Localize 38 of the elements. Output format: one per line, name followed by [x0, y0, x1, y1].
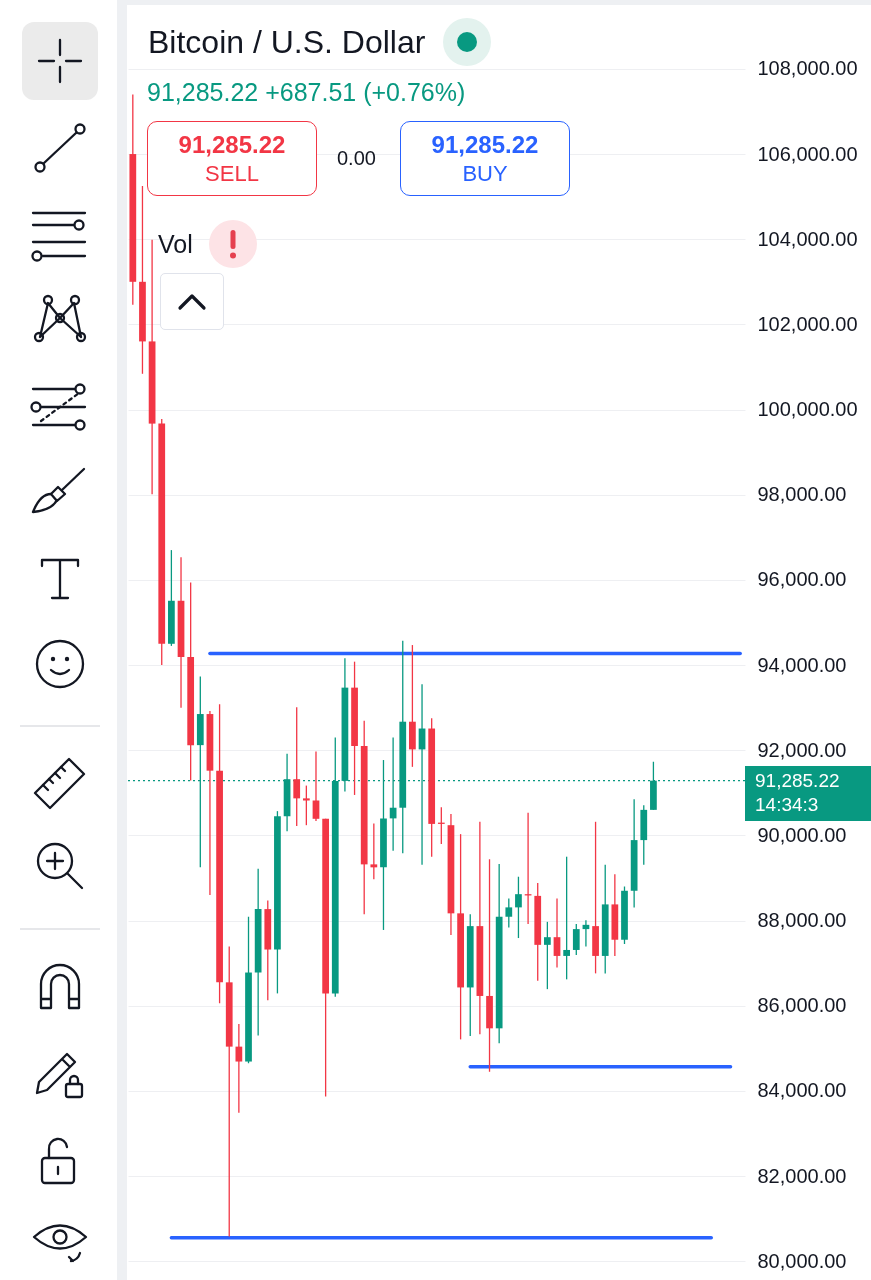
text: 91,285.22 +687.51 (+0.76%) — [147, 77, 466, 108]
candlestick — [515, 876, 522, 939]
y-tick-label: 82,000.00 — [757, 1164, 847, 1187]
annotation: SELL — [205, 159, 259, 188]
sell-button: 91,285.22 SELL — [147, 121, 317, 196]
y-tick-label: 104,000.00 — [757, 227, 858, 250]
candlestick — [312, 750, 320, 822]
y-tick-label: 102,000.00 — [757, 312, 858, 335]
candlestick — [563, 856, 571, 980]
y-tick-label: 86,000.00 — [757, 994, 847, 1017]
candlestick — [505, 897, 513, 929]
y-tick-label: 90,000.00 — [757, 823, 847, 846]
candlestick — [553, 897, 561, 969]
candlestick — [370, 822, 378, 880]
y-tick-label: 100,000.00 — [757, 398, 858, 421]
y-tick-label: 108,000.00 — [757, 57, 858, 80]
ref-line-label: 91,285.22 — [755, 768, 841, 793]
y-tick-label: 106,000.00 — [757, 142, 858, 165]
candlestick — [293, 706, 301, 827]
buy-button: 91,285.22 BUY — [400, 121, 570, 196]
price-tag: 91,285.22 14:34:3 — [745, 765, 871, 821]
y-tick-label: 88,000.00 — [757, 909, 847, 932]
annotation: Vol — [158, 229, 193, 260]
candlestick — [543, 921, 551, 990]
y-tick-label: 98,000.00 — [757, 483, 847, 506]
annotation: 91,285.22 — [431, 129, 539, 160]
y-tick-label: 92,000.00 — [757, 738, 847, 761]
y-tick-label: 84,000.00 — [757, 1079, 847, 1102]
y-tick-label: 94,000.00 — [757, 653, 847, 676]
annotation: BUY — [462, 159, 508, 188]
annotation: 91,285.22 — [178, 129, 286, 160]
y-tick-label: 96,000.00 — [757, 568, 847, 591]
text: Bitcoin / U.S. Dollar — [148, 23, 426, 62]
candlestick — [572, 923, 580, 956]
candlestick — [302, 784, 310, 826]
y-tick-label: 80,000.00 — [757, 1249, 847, 1272]
annotation: 0.00 — [337, 146, 376, 171]
candlestick — [235, 1023, 243, 1114]
